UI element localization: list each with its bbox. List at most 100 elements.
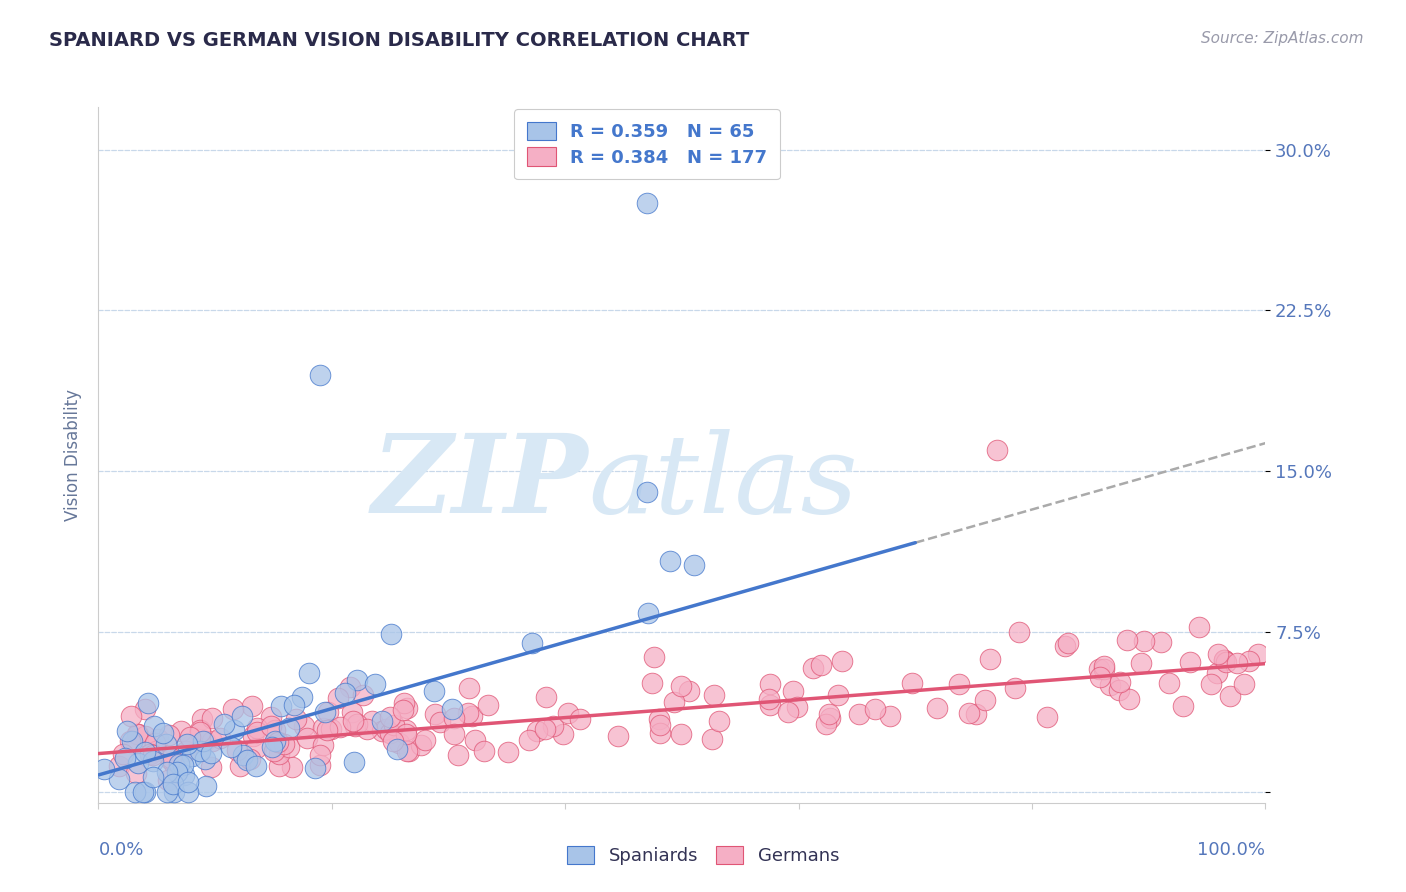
Point (496, 745, 519, 759)
Point (167, 757, 190, 772)
Point (142, 747, 165, 762)
Point (671, 679, 693, 693)
Point (1088, 670, 1111, 684)
Point (879, 709, 901, 723)
Point (395, 723, 418, 738)
Point (122, 737, 145, 751)
Point (339, 680, 361, 694)
Point (146, 731, 169, 746)
Legend: Spaniards, Germans: Spaniards, Germans (560, 839, 846, 872)
Point (443, 710, 465, 724)
Point (636, 196, 658, 211)
Point (120, 708, 142, 723)
Point (831, 654, 853, 668)
Point (957, 706, 980, 720)
Point (443, 727, 465, 741)
Point (309, 757, 332, 772)
Point (1219, 689, 1241, 703)
Point (636, 485, 658, 500)
Point (948, 677, 970, 691)
Point (814, 717, 837, 731)
Point (311, 721, 333, 735)
Point (181, 748, 204, 763)
Point (1178, 655, 1201, 669)
Point (239, 752, 262, 766)
Point (246, 721, 269, 735)
Point (381, 733, 404, 747)
Point (1215, 655, 1237, 669)
Point (648, 712, 671, 726)
Point (378, 710, 401, 724)
Point (191, 734, 214, 748)
Point (134, 729, 156, 743)
Point (662, 695, 685, 709)
Point (270, 699, 292, 714)
Point (371, 714, 394, 729)
Point (520, 636, 543, 650)
Point (641, 675, 664, 690)
Point (703, 688, 725, 702)
Point (314, 705, 336, 719)
Point (170, 724, 193, 739)
Point (221, 701, 243, 715)
Point (156, 785, 179, 799)
Point (174, 744, 197, 758)
Point (226, 743, 249, 757)
Point (810, 657, 832, 672)
Point (163, 757, 186, 772)
Point (176, 737, 198, 751)
Point (461, 709, 484, 723)
Point (702, 732, 724, 747)
Point (900, 676, 922, 690)
Point (312, 738, 335, 752)
Point (678, 684, 700, 698)
Point (395, 727, 418, 741)
Point (260, 740, 283, 755)
Point (245, 759, 267, 773)
Point (648, 726, 671, 740)
Point (121, 734, 143, 748)
Point (143, 736, 166, 750)
Point (526, 723, 548, 738)
Point (346, 717, 368, 731)
Point (232, 747, 254, 762)
Point (176, 775, 198, 789)
Point (284, 712, 307, 726)
Point (157, 773, 180, 788)
Point (177, 785, 200, 799)
Point (115, 724, 138, 739)
Point (193, 734, 215, 748)
Point (139, 747, 162, 762)
Point (669, 727, 692, 741)
Point (1108, 682, 1130, 697)
Point (343, 756, 366, 770)
Point (343, 718, 366, 732)
Point (1130, 656, 1153, 670)
Point (159, 752, 181, 766)
Point (534, 723, 557, 737)
Point (188, 744, 211, 758)
Point (191, 712, 214, 726)
Point (231, 708, 253, 723)
Point (172, 757, 194, 772)
Point (423, 707, 446, 722)
Point (472, 744, 495, 758)
Point (309, 368, 332, 382)
Point (134, 701, 156, 715)
Point (1226, 656, 1249, 670)
Point (1092, 662, 1115, 676)
Point (650, 718, 672, 732)
Point (1057, 636, 1080, 650)
Point (1247, 647, 1270, 661)
Point (269, 747, 291, 761)
Point (142, 719, 165, 733)
Point (1213, 652, 1236, 666)
Point (263, 743, 285, 757)
Point (1213, 653, 1236, 667)
Point (392, 703, 415, 717)
Point (1188, 620, 1211, 634)
Point (979, 652, 1001, 666)
Point (283, 698, 305, 712)
Point (1092, 659, 1115, 673)
Text: 0.0%: 0.0% (98, 841, 143, 859)
